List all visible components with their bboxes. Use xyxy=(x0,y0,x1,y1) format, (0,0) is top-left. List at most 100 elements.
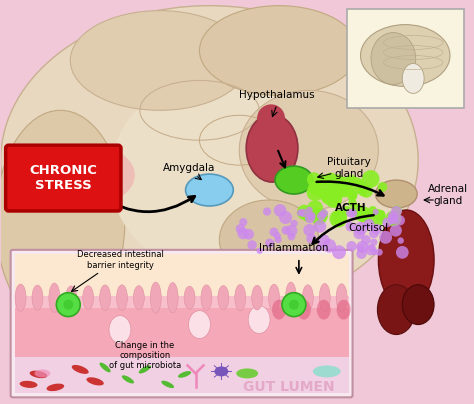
Circle shape xyxy=(329,210,347,227)
Ellipse shape xyxy=(218,286,229,310)
Circle shape xyxy=(371,249,378,255)
Ellipse shape xyxy=(235,284,246,311)
Circle shape xyxy=(316,244,323,251)
Ellipse shape xyxy=(313,366,341,377)
Ellipse shape xyxy=(371,33,416,84)
Circle shape xyxy=(342,206,352,216)
Ellipse shape xyxy=(161,381,174,388)
Circle shape xyxy=(358,187,367,196)
Circle shape xyxy=(346,175,357,185)
Ellipse shape xyxy=(402,63,424,93)
Ellipse shape xyxy=(361,25,450,86)
Circle shape xyxy=(361,235,371,245)
Circle shape xyxy=(374,210,386,221)
Ellipse shape xyxy=(46,383,64,391)
Circle shape xyxy=(282,226,290,235)
Ellipse shape xyxy=(109,316,131,343)
Circle shape xyxy=(396,246,409,259)
Ellipse shape xyxy=(317,300,331,320)
Circle shape xyxy=(324,173,338,187)
Ellipse shape xyxy=(252,285,263,310)
Circle shape xyxy=(306,207,313,213)
Ellipse shape xyxy=(32,285,43,310)
Circle shape xyxy=(369,209,385,226)
Circle shape xyxy=(369,229,379,238)
Circle shape xyxy=(269,227,278,236)
Ellipse shape xyxy=(336,284,347,311)
Circle shape xyxy=(308,181,320,194)
Circle shape xyxy=(325,175,340,189)
Circle shape xyxy=(239,218,247,226)
Circle shape xyxy=(360,185,373,198)
Circle shape xyxy=(368,245,374,252)
Circle shape xyxy=(285,225,297,237)
Ellipse shape xyxy=(150,282,161,313)
Text: CHRONIC
STRESS: CHRONIC STRESS xyxy=(29,164,97,192)
Ellipse shape xyxy=(19,381,37,388)
Circle shape xyxy=(364,219,374,229)
Circle shape xyxy=(318,234,330,246)
Ellipse shape xyxy=(133,286,144,309)
Ellipse shape xyxy=(100,285,110,310)
Circle shape xyxy=(339,177,352,189)
Ellipse shape xyxy=(72,365,89,374)
Circle shape xyxy=(300,209,308,217)
Ellipse shape xyxy=(297,300,311,320)
FancyBboxPatch shape xyxy=(346,8,464,108)
Circle shape xyxy=(325,191,342,208)
Circle shape xyxy=(391,206,402,217)
Ellipse shape xyxy=(239,90,378,210)
Ellipse shape xyxy=(167,282,178,313)
Ellipse shape xyxy=(248,306,270,334)
Circle shape xyxy=(322,239,336,252)
Circle shape xyxy=(307,183,324,201)
Circle shape xyxy=(349,192,357,200)
Ellipse shape xyxy=(86,377,104,385)
Circle shape xyxy=(289,300,299,309)
FancyBboxPatch shape xyxy=(6,145,121,211)
Ellipse shape xyxy=(189,311,210,339)
Circle shape xyxy=(332,245,346,259)
FancyBboxPatch shape xyxy=(10,250,353,397)
Ellipse shape xyxy=(0,6,418,315)
Circle shape xyxy=(346,241,357,251)
Ellipse shape xyxy=(214,366,228,377)
Ellipse shape xyxy=(377,285,415,335)
Circle shape xyxy=(346,208,355,217)
Circle shape xyxy=(256,248,263,254)
Ellipse shape xyxy=(319,284,330,312)
Ellipse shape xyxy=(285,282,296,313)
Circle shape xyxy=(307,172,321,187)
Circle shape xyxy=(371,224,382,235)
Circle shape xyxy=(297,205,312,220)
Circle shape xyxy=(392,205,402,215)
Circle shape xyxy=(237,228,249,239)
Circle shape xyxy=(346,177,365,195)
Ellipse shape xyxy=(70,11,249,110)
Circle shape xyxy=(243,229,254,240)
Text: Change in the
composition
of gut microbiota: Change in the composition of gut microbi… xyxy=(109,341,181,370)
Ellipse shape xyxy=(178,371,191,378)
Text: Inflammation: Inflammation xyxy=(259,243,328,253)
Circle shape xyxy=(368,206,377,215)
Circle shape xyxy=(64,300,73,309)
Circle shape xyxy=(297,209,304,217)
Text: Decreased intestinal
barrier integrity: Decreased intestinal barrier integrity xyxy=(76,250,164,269)
Circle shape xyxy=(319,187,335,203)
Circle shape xyxy=(348,199,356,207)
Ellipse shape xyxy=(378,210,434,309)
Ellipse shape xyxy=(246,114,298,182)
Circle shape xyxy=(305,213,315,223)
Circle shape xyxy=(390,225,402,237)
Circle shape xyxy=(265,238,274,248)
Ellipse shape xyxy=(236,368,258,379)
Circle shape xyxy=(398,238,404,244)
Circle shape xyxy=(331,183,344,196)
Circle shape xyxy=(263,207,271,216)
Circle shape xyxy=(356,249,366,259)
Circle shape xyxy=(247,240,257,250)
Text: Amygdala: Amygdala xyxy=(164,163,216,173)
Circle shape xyxy=(279,211,292,224)
Ellipse shape xyxy=(375,180,417,208)
Circle shape xyxy=(376,249,383,256)
